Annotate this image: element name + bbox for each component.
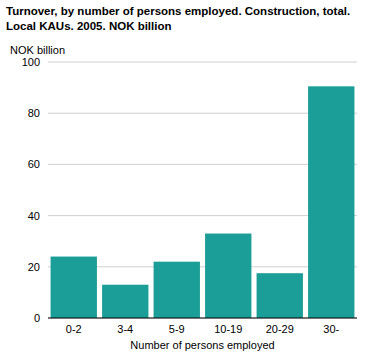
bars [51, 86, 355, 318]
y-tick-label: 40 [28, 210, 40, 222]
bar [102, 285, 148, 318]
y-tick-label: 20 [28, 261, 40, 273]
x-tick-label: 10-19 [214, 323, 242, 335]
chart-title: Turnover, by number of persons employed.… [6, 4, 362, 34]
x-tick-label: 30- [323, 323, 339, 335]
y-tick-label: 0 [34, 312, 40, 324]
bar [308, 86, 354, 318]
y-axis-label: NOK billion [10, 44, 65, 56]
bar [51, 257, 97, 318]
x-axis-line [48, 318, 357, 319]
bar [257, 273, 303, 318]
grid-line [48, 62, 357, 63]
bar [154, 262, 200, 318]
x-axis-label: Number of persons employed [130, 339, 274, 351]
y-tick-label: 100 [22, 56, 40, 68]
chart: NOK billion 0 20 40 60 80 100 0-2 3-4 5-9 10-19 20-… [0, 0, 368, 363]
x-tick-label: 20-29 [266, 323, 294, 335]
x-tick-label: 3-4 [117, 323, 133, 335]
y-tick-label: 60 [28, 158, 40, 170]
y-tick-label: 80 [28, 107, 40, 119]
x-tick-label: 0-2 [66, 323, 82, 335]
bar [205, 234, 251, 318]
x-tick-label: 5-9 [169, 323, 185, 335]
grid-line [48, 318, 357, 319]
